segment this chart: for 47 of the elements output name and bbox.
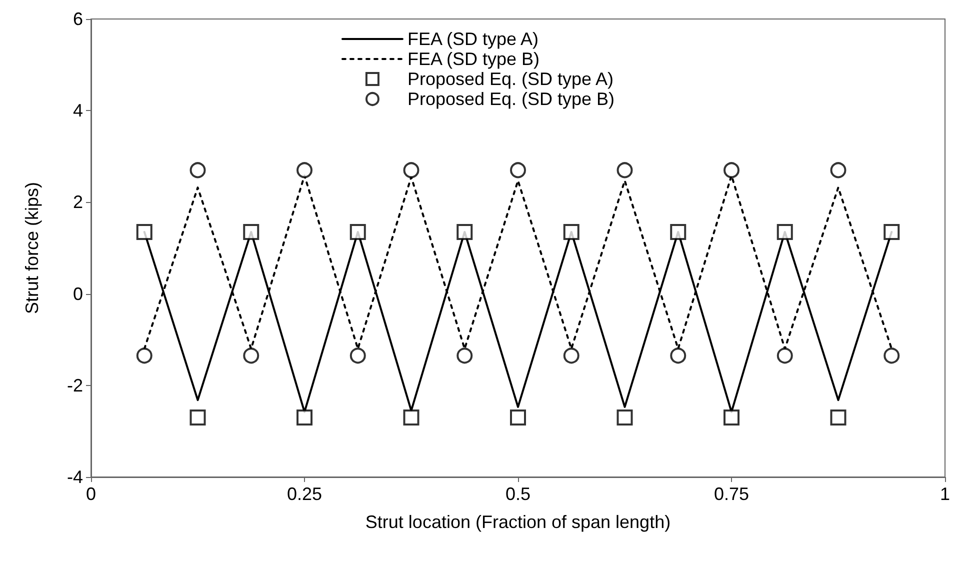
point: [456, 348, 473, 364]
x-tick-label: 0.5: [505, 484, 531, 504]
point: [296, 162, 312, 178]
point: [243, 348, 260, 364]
point: [510, 162, 526, 178]
y-tick-label: -2: [66, 375, 83, 396]
point: [830, 162, 846, 178]
point: [670, 224, 686, 240]
point: [136, 348, 152, 364]
point: [403, 409, 420, 426]
point: [616, 162, 633, 178]
point: [136, 224, 152, 240]
y-tick-label: 2: [72, 192, 83, 212]
point: [563, 348, 580, 364]
point: [563, 224, 580, 240]
point: [350, 348, 366, 364]
x-tick-label: 0: [86, 484, 96, 504]
point: [403, 162, 420, 178]
point: [830, 409, 846, 426]
point: [616, 409, 633, 426]
point: [724, 162, 740, 178]
point: [724, 409, 740, 426]
point: [776, 224, 793, 240]
point: [190, 409, 206, 426]
y-tick-label: 4: [72, 100, 83, 121]
point: [884, 348, 900, 364]
point: [884, 224, 900, 240]
y-tick-label: 0: [72, 284, 83, 304]
point: [350, 224, 366, 240]
x-tick-label: 0.25: [286, 484, 322, 504]
y-tick-label: -4: [66, 467, 83, 487]
point: [296, 409, 312, 426]
y-axis-title: Strut force (kips): [22, 182, 42, 314]
legend-label: FEA (SD type B): [407, 49, 540, 69]
point: [456, 224, 473, 240]
x-tick-label: 0.75: [714, 484, 750, 504]
y-tick-label: 6: [72, 9, 83, 29]
point: [510, 409, 526, 426]
x-axis-title: Strut location (Fraction of span length): [365, 512, 671, 532]
point: [190, 162, 206, 178]
point: [243, 224, 260, 240]
legend-label: Proposed Eq. (SD type B): [407, 89, 615, 109]
point: [670, 348, 686, 364]
legend-label: FEA (SD type A): [407, 29, 538, 49]
x-tick-label: 1: [940, 484, 950, 504]
legend-label: Proposed Eq. (SD type A): [407, 69, 614, 89]
point: [776, 348, 793, 364]
